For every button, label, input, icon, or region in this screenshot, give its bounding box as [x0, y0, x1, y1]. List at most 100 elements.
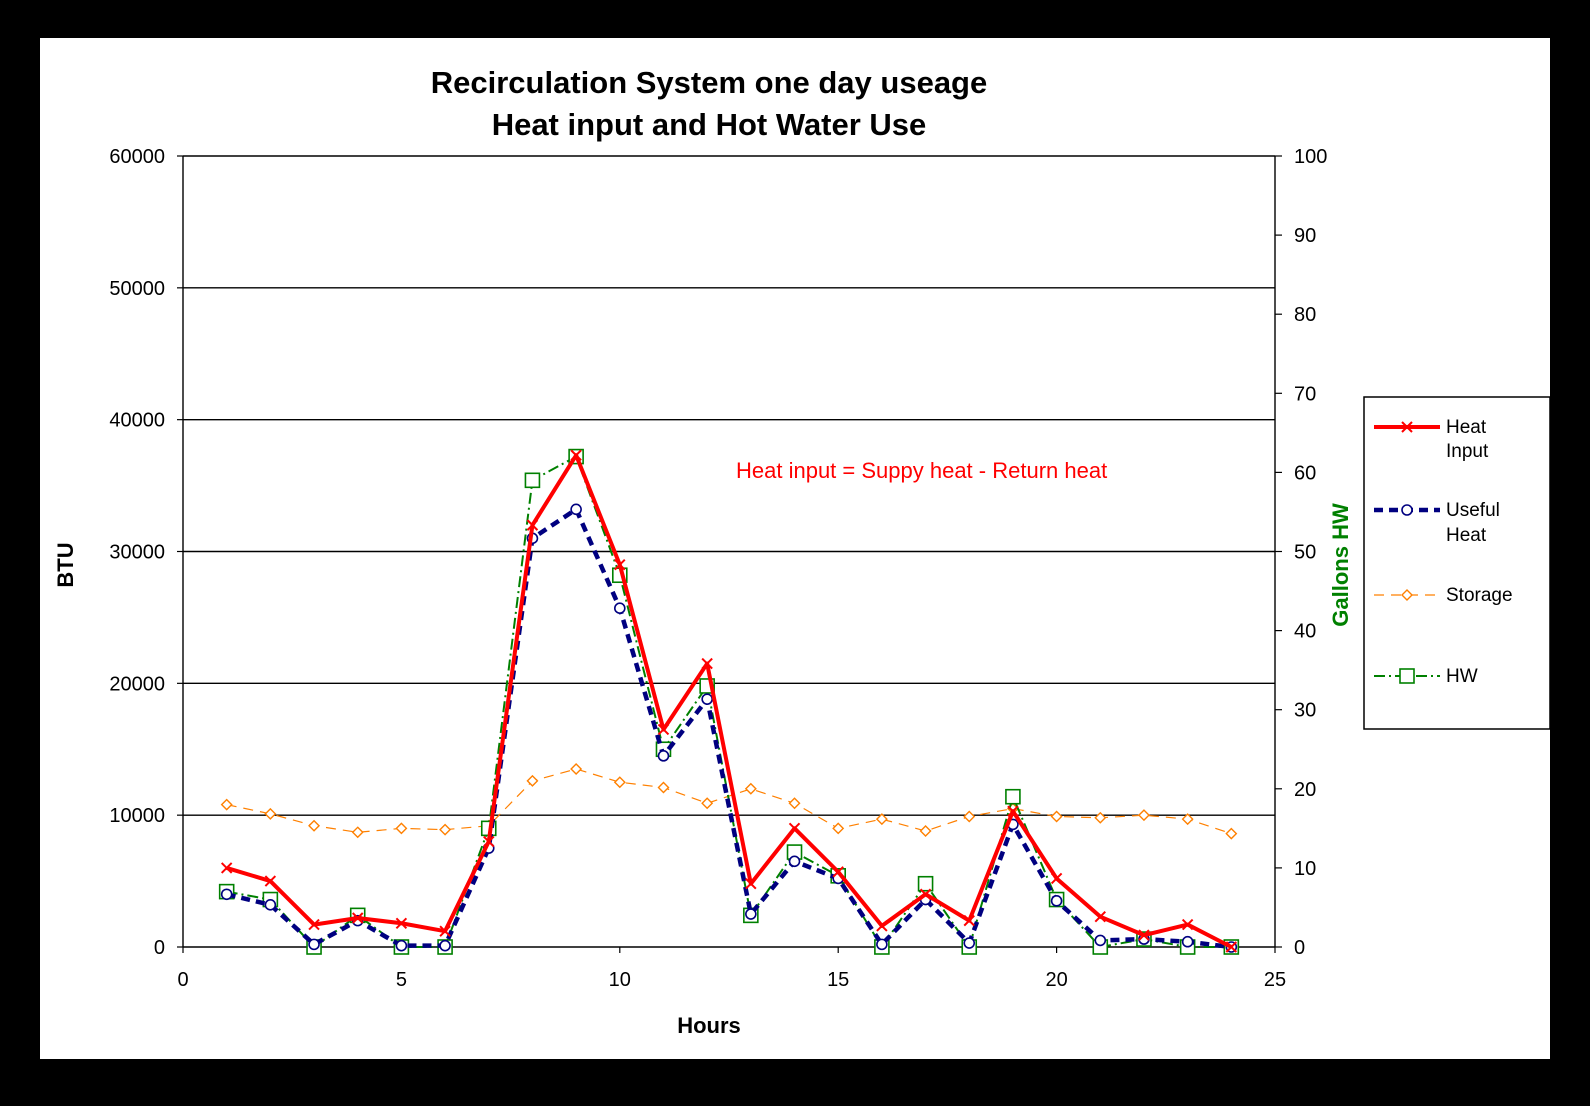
data-point-useful-heat	[1094, 934, 1107, 947]
legend-label-heat-input-1: Heat	[1446, 417, 1487, 438]
data-point-storage	[395, 822, 408, 835]
data-point-heat-input-stroke-b	[701, 657, 713, 670]
data-point-heat-input-stroke-b	[1181, 918, 1194, 931]
data-point-heat-input-stroke-b	[1094, 910, 1106, 923]
data-point-heat-input	[526, 519, 539, 531]
y2-tick-label: 20	[1294, 779, 1316, 801]
data-point-heat-input-stroke-b	[963, 914, 975, 927]
legend-label-useful-heat-2: Heat	[1446, 525, 1487, 546]
data-point-heat-input-stroke-b	[352, 912, 364, 924]
data-point-heat-input	[919, 888, 932, 900]
data-point-hw	[1005, 788, 1021, 805]
y-tick-label: 30000	[109, 542, 165, 564]
y2-tick-label: 10	[1294, 858, 1316, 880]
x-tick-label: 15	[827, 969, 849, 991]
data-point-heat-input	[832, 866, 844, 878]
data-point-heat-input	[1181, 918, 1194, 931]
data-point-storage	[613, 776, 626, 789]
data-point-storage	[919, 824, 932, 837]
data-point-heat-input	[1225, 941, 1238, 953]
chart-title-line-1: Recirculation System one day useage	[431, 65, 988, 100]
data-point-storage	[963, 810, 976, 823]
data-point-storage	[1094, 811, 1107, 824]
data-point-hw	[524, 472, 541, 489]
tick-labels: 0 10000 20000 30000 40000 50000 60000 0 10 20 30 40…	[109, 146, 1327, 991]
y-tick-label: 20000	[109, 673, 165, 695]
data-point-heat-input-stroke-b	[745, 878, 757, 890]
data-point-storage	[526, 774, 539, 787]
data-point-storage	[657, 781, 670, 794]
data-point-useful-heat	[308, 938, 320, 951]
data-point-useful-heat	[701, 693, 713, 705]
legend-marker-hw	[1399, 668, 1415, 684]
data-point-useful-heat	[613, 602, 626, 614]
data-point-storage	[1137, 809, 1150, 822]
y-tick-label: 10000	[109, 805, 165, 827]
data-point-useful-heat	[395, 939, 408, 952]
data-point-heat-input	[1094, 910, 1106, 923]
x-tick-label: 5	[396, 969, 407, 991]
data-point-storage	[701, 797, 714, 810]
data-point-useful-heat	[264, 899, 277, 911]
data-point-heat-input	[657, 723, 670, 736]
data-point-storage	[351, 826, 364, 839]
x-tick-label: 25	[1264, 969, 1286, 991]
data-point-heat-input	[308, 918, 320, 931]
data-point-heat-input	[395, 917, 408, 929]
data-point-storage	[1225, 827, 1238, 840]
data-point-heat-input	[701, 657, 713, 670]
data-point-heat-input	[1007, 805, 1019, 817]
y-tick-label: 50000	[109, 278, 165, 300]
data-point-heat-input-stroke-b	[1225, 941, 1238, 953]
y2-tick-label: 50	[1294, 542, 1316, 564]
chart-panel: Recirculation System one day useage Heat…	[40, 38, 1550, 1059]
data-point-heat-input-stroke-b	[832, 866, 844, 878]
data-point-storage	[308, 819, 321, 832]
data-point-heat-input-stroke-b	[614, 558, 626, 571]
y-axis-title: BTU	[53, 542, 78, 587]
data-point-useful-heat	[1050, 895, 1063, 907]
data-point-storage	[1050, 810, 1063, 823]
x-tick-label: 10	[609, 969, 631, 991]
data-point-storage	[875, 813, 888, 826]
data-point-heat-input	[963, 914, 975, 927]
data-point-heat-input-stroke-b	[876, 920, 888, 932]
legend-marker-useful-heat	[1401, 504, 1413, 516]
data-point-heat-input-stroke-b	[220, 862, 233, 874]
data-point-heat-input	[570, 449, 582, 461]
x-tick-label: 0	[177, 969, 188, 991]
series-line-hw	[226, 455, 1232, 948]
data-point-heat-input-stroke-b	[1050, 872, 1063, 885]
y-tick-label: 60000	[109, 146, 165, 168]
data-point-heat-input-stroke-b	[395, 917, 408, 929]
data-point-storage	[744, 782, 757, 795]
data-point-heat-input	[745, 878, 757, 890]
data-point-useful-heat	[220, 888, 233, 901]
data-point-heat-input	[220, 862, 233, 874]
data-point-heat-input-stroke-b	[919, 888, 932, 900]
data-point-useful-heat	[745, 908, 757, 920]
data-point-heat-input	[788, 822, 801, 835]
data-point-useful-heat	[963, 937, 976, 949]
chart-title-line-2: Heat input and Hot Water Use	[492, 107, 927, 142]
y2-tick-label: 80	[1294, 304, 1316, 326]
data-point-useful-heat	[788, 855, 801, 868]
data-point-heat-input-stroke-b	[264, 875, 277, 887]
data-point-heat-input	[483, 835, 495, 848]
chart-annotation: Heat input = Suppy heat - Return heat	[736, 458, 1107, 483]
data-point-storage	[439, 823, 452, 836]
series-line-heat-input	[226, 453, 1233, 949]
data-point-heat-input-stroke-b	[308, 918, 320, 931]
data-point-storage	[1181, 813, 1194, 826]
legend-label-useful-heat-1: Useful	[1446, 500, 1500, 521]
data-point-heat-input	[439, 925, 451, 937]
data-point-heat-input-stroke-b	[483, 835, 495, 848]
data-point-storage	[788, 797, 801, 810]
data-point-heat-input	[614, 558, 626, 571]
data-point-heat-input	[264, 875, 277, 887]
legend: Heat Input Useful Heat Storage HW	[1363, 396, 1550, 730]
y2-tick-label: 70	[1294, 383, 1316, 405]
y2-tick-label: 40	[1294, 621, 1316, 643]
data-point-heat-input-stroke-b	[788, 822, 801, 835]
y2-tick-label: 60	[1294, 462, 1316, 484]
